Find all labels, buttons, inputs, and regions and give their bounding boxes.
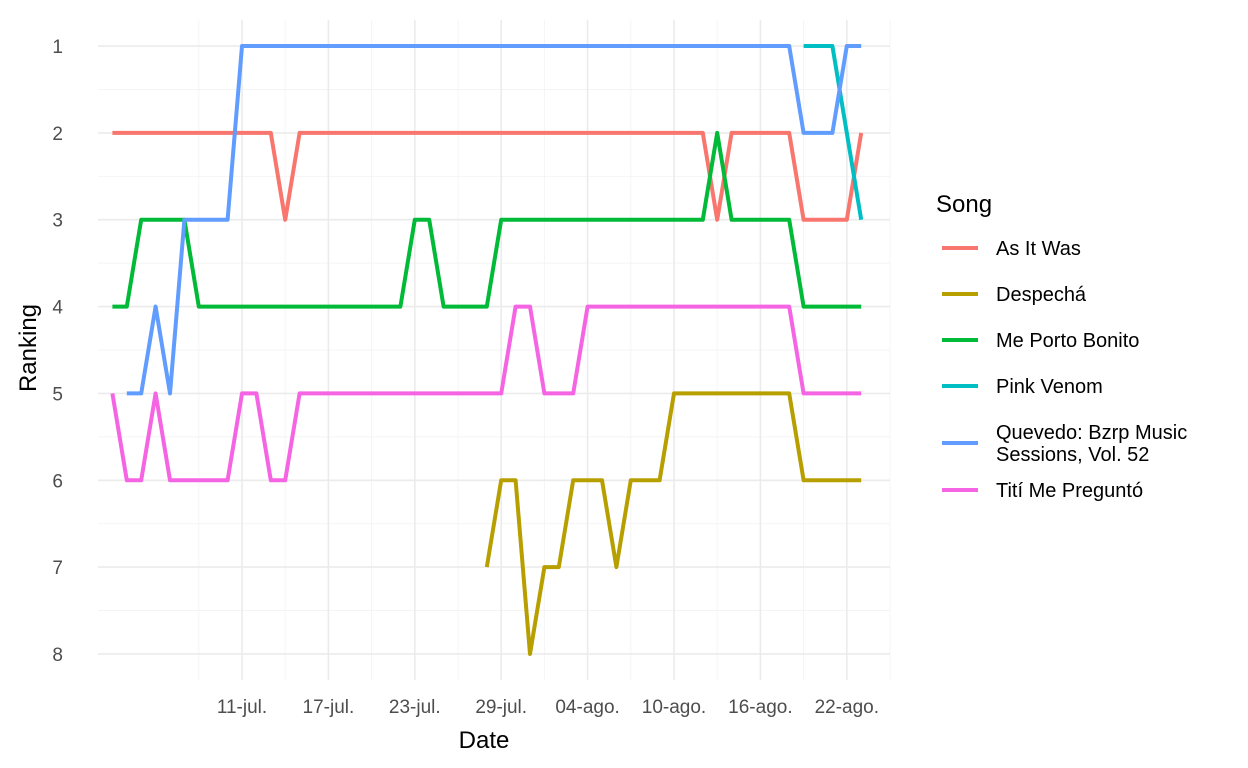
grid <box>98 20 891 680</box>
series-line <box>484 391 862 656</box>
legend-label: Quevedo: Bzrp Music Sessions, Vol. 52 <box>996 422 1187 466</box>
x-tick-label: 11-jul. <box>217 697 267 718</box>
x-tick-label: 04-ago. <box>555 697 619 718</box>
y-tick-label: 2 <box>52 124 63 145</box>
legend-label: Pink Venom <box>996 376 1103 398</box>
x-tick-label: 10-ago. <box>642 697 706 718</box>
x-axis-ticks: 11-jul. 17-jul. 23-jul. 29-jul. 04-ago. 10-ag… <box>217 697 879 718</box>
y-tick-label: 3 <box>52 211 63 232</box>
y-tick-label: 5 <box>52 384 63 405</box>
y-axis-title: Ranking <box>15 304 42 392</box>
legend-label: Despechá <box>996 284 1087 306</box>
y-tick-label: 6 <box>52 471 63 492</box>
legend-label: As It Was <box>996 238 1081 260</box>
legend-label: Me Porto Bonito <box>996 330 1139 352</box>
legend-title: Song <box>936 191 992 218</box>
series-line <box>126 44 862 396</box>
x-tick-label: 23-jul. <box>389 697 441 718</box>
x-tick-label: 22-ago. <box>815 697 879 718</box>
series-line <box>803 44 864 221</box>
legend: Song As It Was Despechá Me Porto Bonito Pin… <box>936 191 1187 502</box>
y-tick-label: 7 <box>52 558 63 579</box>
x-tick-label: 17-jul. <box>303 697 355 718</box>
y-tick-label: 8 <box>52 645 63 666</box>
series-lines <box>110 44 864 656</box>
y-tick-label: 1 <box>52 37 63 58</box>
series-line <box>110 304 862 483</box>
series-line <box>112 130 864 222</box>
x-tick-label: 16-ago. <box>728 697 792 718</box>
y-axis-ticks: 1 2 3 4 5 6 7 8 <box>52 37 63 666</box>
x-axis-title: Date <box>459 727 510 754</box>
series-line <box>112 130 862 309</box>
legend-label: Tití Me Preguntó <box>996 480 1143 502</box>
x-tick-label: 29-jul. <box>475 697 527 718</box>
y-tick-label: 4 <box>52 298 63 319</box>
